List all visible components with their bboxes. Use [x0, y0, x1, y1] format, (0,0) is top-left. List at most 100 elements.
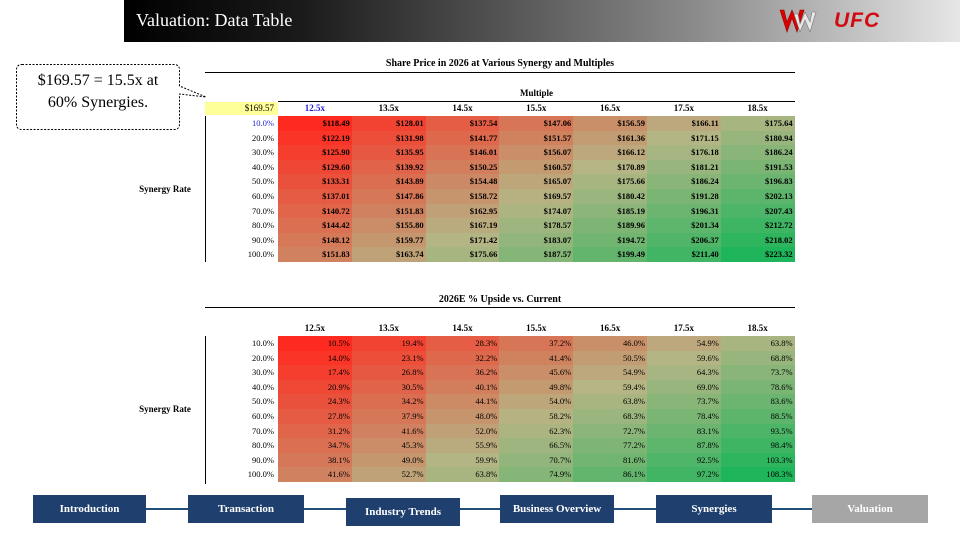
table1-header-row: $169.57 12.5x 13.5x 14.5x 15.5x 16.5x 17.5x 18… — [205, 102, 795, 115]
nav-item-synergies[interactable]: Synergies — [656, 495, 772, 523]
table-cell: 97.2% — [646, 467, 721, 482]
table-cell: 26.8% — [351, 365, 426, 380]
table-cell: $167.19 — [425, 218, 500, 233]
table-cell: 59.4% — [573, 379, 647, 395]
table-row: 40.0% 20.9% 30.5% 40.1% 49.8% 59.4% 69.0% 78.6% — [205, 379, 795, 395]
nav-item-industry-trends[interactable]: Industry Trends — [346, 498, 460, 526]
table-cell: $122.19 — [278, 130, 352, 146]
nav-item-valuation[interactable]: Valuation — [812, 495, 928, 523]
table-cell: 63.8% — [720, 336, 795, 351]
table-cell: $133.31 — [278, 174, 352, 189]
table-cell: 31.2% — [278, 423, 352, 439]
table-cell: 72.7% — [573, 423, 647, 439]
table-cell: $147.86 — [351, 189, 426, 204]
table-cell: $159.77 — [351, 232, 426, 248]
column-header: 16.5x — [599, 323, 621, 333]
table-cell: $135.95 — [351, 145, 426, 160]
column-header: 14.5x — [452, 323, 473, 333]
callout-bubble-icon — [16, 64, 207, 130]
row-label: 30.0% — [252, 147, 274, 158]
table-cell: $180.94 — [720, 130, 795, 146]
table-cell: 50.5% — [573, 350, 647, 366]
table-cell: $171.42 — [425, 232, 500, 248]
table-cell: $147.06 — [499, 116, 574, 131]
table-cell: 54.9% — [573, 365, 647, 380]
table-row: 90.0% $148.12 $159.77 $171.42 $183.07 $194.72… — [205, 232, 795, 248]
wwe-logo-icon — [779, 9, 817, 33]
table-cell: $171.15 — [646, 130, 721, 146]
row-label: 70.0% — [252, 205, 274, 216]
table-cell: 48.0% — [425, 409, 500, 424]
table-cell: 49.0% — [351, 452, 426, 468]
table-cell: 41.4% — [499, 350, 574, 366]
table-cell: 59.9% — [425, 452, 500, 468]
table-cell: $181.21 — [646, 159, 721, 175]
column-header: 13.5x — [378, 323, 399, 333]
column-header: 15.5x — [526, 103, 547, 113]
table-row: 90.0% 38.1% 49.0% 59.9% 70.7% 81.6% 92.5% 103.3… — [205, 452, 795, 468]
row-label: 40.0% — [252, 161, 274, 172]
table-cell: $176.18 — [646, 145, 721, 160]
table-row: 100.0% 41.6% 52.7% 63.8% 74.9% 86.1% 97.2% 108.… — [205, 467, 795, 482]
table-cell: 93.5% — [720, 423, 795, 439]
table-cell: 32.2% — [425, 350, 500, 366]
table-cell: 59.6% — [646, 350, 721, 366]
table-cell: $141.77 — [425, 130, 500, 146]
table-cell: 83.1% — [646, 423, 721, 439]
nav-item-transaction[interactable]: Transaction — [188, 495, 304, 523]
table-cell: $148.12 — [278, 232, 352, 248]
table-cell: 28.3% — [425, 336, 500, 351]
table-row: 10.0% $118.49 $128.01 $137.54 $147.06 $156.59… — [205, 116, 795, 131]
table-cell: $207.43 — [720, 203, 795, 219]
table-cell: $223.32 — [720, 247, 795, 262]
callout-note: $169.57 = 15.5x at 60% Synergies. — [16, 64, 207, 130]
table-cell: $180.42 — [573, 189, 647, 204]
table-cell: $170.89 — [573, 159, 647, 175]
row-label: 90.0% — [252, 454, 274, 465]
column-header: 18.5x — [747, 103, 768, 113]
nav-item-introduction[interactable]: Introduction — [33, 495, 146, 523]
table-row: 60.0% 27.8% 37.9% 48.0% 58.2% 68.3% 78.4% 88.5% — [205, 409, 795, 424]
table-cell: $162.95 — [425, 203, 500, 219]
table-cell: 63.8% — [425, 467, 500, 482]
table-cell: 70.7% — [499, 452, 574, 468]
table2-rule — [205, 307, 795, 308]
column-header: 18.5x — [747, 323, 768, 333]
table-cell: $156.59 — [573, 116, 647, 131]
table-cell: $154.48 — [425, 174, 500, 189]
table-cell: $118.49 — [278, 116, 352, 131]
table-cell: $199.49 — [573, 247, 647, 262]
row-label: 80.0% — [252, 440, 274, 451]
table-cell: $140.72 — [278, 203, 352, 219]
table-cell: 55.9% — [425, 438, 500, 453]
table-cell: $175.64 — [720, 116, 795, 131]
column-header: 17.5x — [673, 103, 694, 113]
table-cell: 69.0% — [646, 379, 721, 395]
row-label: 40.0% — [252, 381, 274, 392]
column-header: 13.5x — [378, 103, 399, 113]
row-label: 100.0% — [247, 249, 274, 260]
callout-line-2: 60% Synergies. — [47, 94, 149, 111]
table-cell: 23.1% — [351, 350, 426, 366]
page-title: Valuation: Data Table — [136, 10, 293, 30]
table-row: 50.0% 24.3% 34.2% 44.1% 54.0% 63.8% 73.7% 83.6% — [205, 394, 795, 409]
table-cell: $196.31 — [646, 203, 721, 219]
nav-connector — [460, 508, 500, 510]
row-label: 50.0% — [252, 396, 274, 407]
table1-left-border — [205, 116, 206, 262]
ufc-logo: UFC — [834, 9, 881, 32]
nav-connector — [146, 508, 188, 510]
table-cell: $187.57 — [499, 247, 574, 262]
table-cell: 49.8% — [499, 379, 574, 395]
table-cell: 45.6% — [499, 365, 574, 380]
table-cell: $189.96 — [573, 218, 647, 233]
nav-item-business-overview[interactable]: Business Overview — [500, 495, 614, 523]
table-row: 40.0% $129.60 $139.92 $150.25 $160.57 $170.89… — [205, 159, 795, 175]
table-cell: 78.6% — [720, 379, 795, 395]
table-cell: $166.11 — [646, 116, 721, 131]
table-cell: $128.01 — [351, 116, 426, 131]
table1-corner-value: $169.57 — [205, 102, 278, 115]
table-cell: 66.5% — [499, 438, 574, 453]
table-cell: $131.98 — [351, 130, 426, 146]
table-cell: 64.3% — [646, 365, 721, 380]
